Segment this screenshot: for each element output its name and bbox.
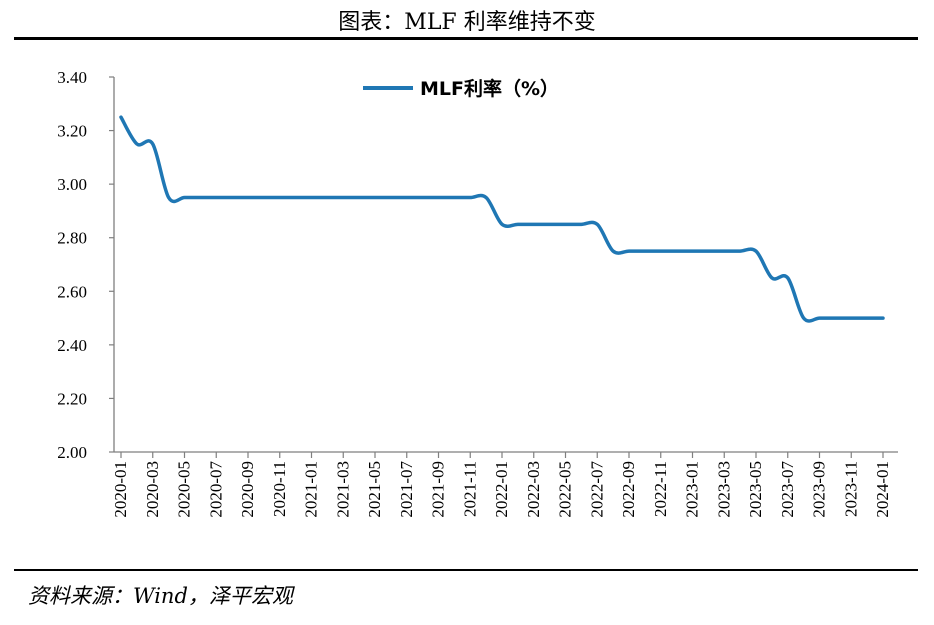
x-tick-label: 2021-11 xyxy=(460,461,479,517)
x-tick-label: 2021-09 xyxy=(429,461,448,518)
x-axis-ticks: 2020-01 2020-03 2020-05 2020-07 2020-09 2020-… xyxy=(111,452,892,518)
x-tick-label: 2022-05 xyxy=(556,461,575,518)
line-chart: 2.00 2.20 2.40 2.60 2.80 3.00 3.20 3.40 2020-01… xyxy=(57,68,898,518)
x-tick-label: 2023-07 xyxy=(778,461,797,518)
x-tick-label: 2022-07 xyxy=(587,461,606,518)
x-tick-label: 2021-05 xyxy=(365,461,384,518)
y-tick-label: 3.20 xyxy=(57,122,87,141)
y-tick-label: 3.40 xyxy=(57,68,87,87)
y-tick-label: 2.60 xyxy=(57,282,87,301)
x-tick-label: 2022-03 xyxy=(524,461,543,518)
legend: MLF利率（%） xyxy=(363,77,559,100)
x-tick-label: 2020-03 xyxy=(143,461,162,518)
axes xyxy=(113,77,898,453)
y-axis-ticks: 2.00 2.20 2.40 2.60 2.80 3.00 3.20 3.40 xyxy=(57,68,114,462)
x-tick-label: 2023-09 xyxy=(810,461,829,518)
x-tick-label: 2021-01 xyxy=(302,461,321,518)
y-tick-label: 2.40 xyxy=(57,336,87,355)
chart-title: 图表：MLF 利率维持不变 xyxy=(338,10,596,35)
bottom-rule xyxy=(14,569,918,571)
x-tick-label: 2020-11 xyxy=(270,461,289,517)
x-tick-label: 2024-01 xyxy=(873,461,892,518)
y-tick-label: 2.20 xyxy=(57,389,87,408)
source-note: 资料来源：Wind，泽平宏观 xyxy=(28,584,293,608)
x-tick-label: 2022-11 xyxy=(651,461,670,517)
x-tick-label: 2023-11 xyxy=(841,461,860,517)
x-tick-label: 2023-01 xyxy=(683,461,702,518)
x-tick-label: 2023-03 xyxy=(714,461,733,518)
x-tick-label: 2020-09 xyxy=(238,461,257,518)
x-tick-label: 2020-01 xyxy=(111,461,130,518)
x-tick-label: 2022-09 xyxy=(619,461,638,518)
x-tick-label: 2022-01 xyxy=(492,461,511,518)
top-rule xyxy=(14,37,918,40)
x-tick-label: 2021-07 xyxy=(397,461,416,518)
series-line-mlf xyxy=(119,115,885,323)
y-tick-label: 2.80 xyxy=(57,229,87,248)
x-tick-label: 2021-03 xyxy=(333,461,352,518)
x-tick-label: 2020-07 xyxy=(206,461,225,518)
legend-label: MLF利率（%） xyxy=(420,77,559,100)
y-tick-label: 3.00 xyxy=(57,175,87,194)
y-tick-label: 2.00 xyxy=(57,443,87,462)
x-tick-label: 2023-05 xyxy=(746,461,765,518)
x-tick-label: 2020-05 xyxy=(175,461,194,518)
